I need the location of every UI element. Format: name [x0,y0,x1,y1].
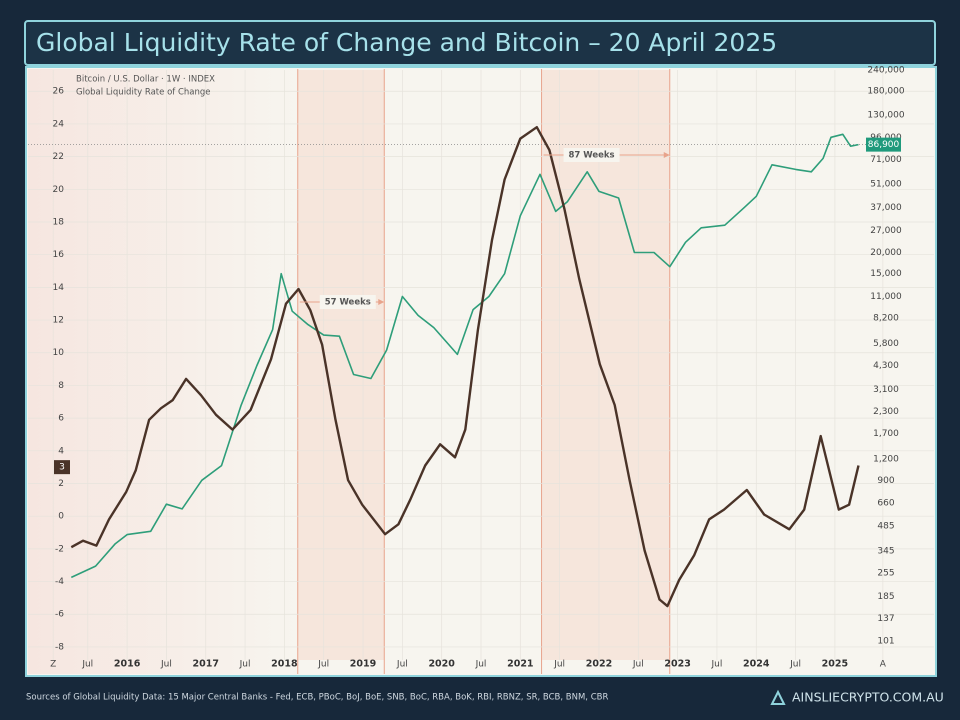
highlight-span [297,70,385,660]
y-tick-label: -6 [55,610,64,620]
y2-tick-label: 5,800 [873,339,899,349]
title-box [24,20,936,66]
x-tick-label: Jul [81,660,93,670]
y2-tick-label: 2,300 [873,407,899,417]
arrow-head [663,152,670,158]
y2-tick-label: 660 [877,499,894,509]
x-tick-label: Jul [160,660,172,670]
y2-tick-label: 345 [877,546,894,556]
x-tick-label: 2016 [114,659,141,670]
x-tick-label: 2025 [822,659,848,670]
x-tick-label: 2020 [428,659,455,670]
y-tick-label: 22 [53,152,64,162]
y2-tick-label: 11,000 [870,292,902,302]
y-tick-label: 16 [53,250,65,260]
y-tick-label: 12 [53,316,64,326]
y2-tick-label: 51,000 [870,179,902,189]
plot: Z Jul 2016 Jul 2017 Jul 2018 Jul 2019 Jul 2020 Jul 2… [28,66,934,674]
x-tick-label: Jul [475,660,487,670]
y2-tick-label: 240,000 [867,66,904,76]
y-tick-label: 18 [53,217,65,227]
y-tick-label: -4 [55,577,64,587]
y2-tick-label: 37,000 [870,203,902,213]
y-tick-label: 24 [53,119,65,129]
y2-tick-label: 1,700 [873,429,899,439]
legend-entry: Bitcoin / U.S. Dollar · 1W · INDEX [76,75,215,85]
y-tick-label: 4 [58,446,64,456]
y2-tick-label: 27,000 [870,226,902,236]
x-tick-label: Jul [789,660,801,670]
y-tick-label: 10 [53,348,65,358]
y2-tick-label: 130,000 [867,111,904,121]
title: Global Liquidity Rate of Change and Bitc… [36,28,777,57]
x-tick-label: Jul [317,660,329,670]
footer-source: Sources of Global Liquidity Data: 15 Maj… [26,693,608,703]
y2-tick-label: 900 [877,476,894,486]
y2-tick-label: 15,000 [870,269,902,279]
y-tick-label: -2 [55,544,64,554]
x-tick-label: Z [50,660,56,670]
y2-tick-label: 255 [877,568,894,578]
liquidity-marker-box [54,460,70,475]
x-tick-label: A [880,660,887,670]
span-label-bg [563,148,620,162]
x-tick-label: 2022 [586,659,612,670]
x-tick-label: 2023 [664,659,690,670]
y2-tick-label: 185 [877,592,894,602]
x-tick-label: 2017 [193,659,219,670]
x-tick-label: 2024 [743,659,770,670]
x-tick-label: 2021 [507,659,533,670]
y2-tick-label: 137 [877,614,894,624]
x-tick-label: Jul [396,660,408,670]
y-tick-label: -8 [55,642,64,652]
y-tick-label: 20 [53,185,65,195]
span-label-bg [319,295,376,309]
legend-entry: Global Liquidity Rate of Change [76,88,211,98]
liquidity-marker-label: 3 [59,463,65,473]
series-line [70,126,860,608]
footer-brand: AINSLIECRYPTO.COM.AU [792,690,944,705]
arrow-head [378,299,385,305]
price-marker-box [866,137,901,152]
y2-tick-label: 1,200 [873,455,899,465]
background-tint [28,69,298,674]
y-tick-label: 6 [58,414,64,424]
x-tick-label: Jul [632,660,644,670]
y2-tick-label: 180,000 [867,87,904,97]
logo [770,689,786,705]
x-tick-label: Jul [711,660,723,670]
y-tick-label: 14 [53,283,65,293]
y2-tick-label: 101 [877,637,894,647]
y-tick-label: 8 [58,381,64,391]
y2-tick-label: 71,000 [870,155,902,165]
x-tick-label: 2019 [350,659,376,670]
y-tick-label: 0 [58,512,64,522]
span-label: 57 Weeks [325,298,371,308]
price-marker-label: 86,900 [868,140,900,150]
y2-tick-label: 4,300 [873,361,899,371]
span-label: 87 Weeks [569,151,615,161]
x-tick-label: 2018 [271,659,298,670]
y-tick-label: 2 [58,479,64,489]
x-tick-label: Jul [553,660,565,670]
y2-tick-label: 20,000 [870,248,902,258]
y2-tick-label: 3,100 [873,385,899,395]
y2-tick-label: 8,200 [873,314,899,324]
y2-tick-label: 485 [877,521,894,531]
x-tick-label: Jul [239,660,251,670]
y-tick-label: 26 [53,87,65,97]
